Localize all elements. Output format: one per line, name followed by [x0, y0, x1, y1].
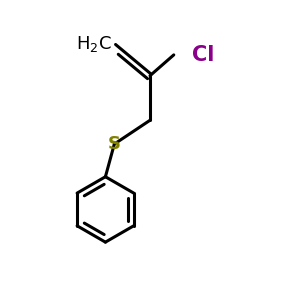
Text: Cl: Cl — [192, 45, 214, 65]
Text: S: S — [108, 135, 121, 153]
Text: H$_2$C: H$_2$C — [76, 34, 111, 55]
